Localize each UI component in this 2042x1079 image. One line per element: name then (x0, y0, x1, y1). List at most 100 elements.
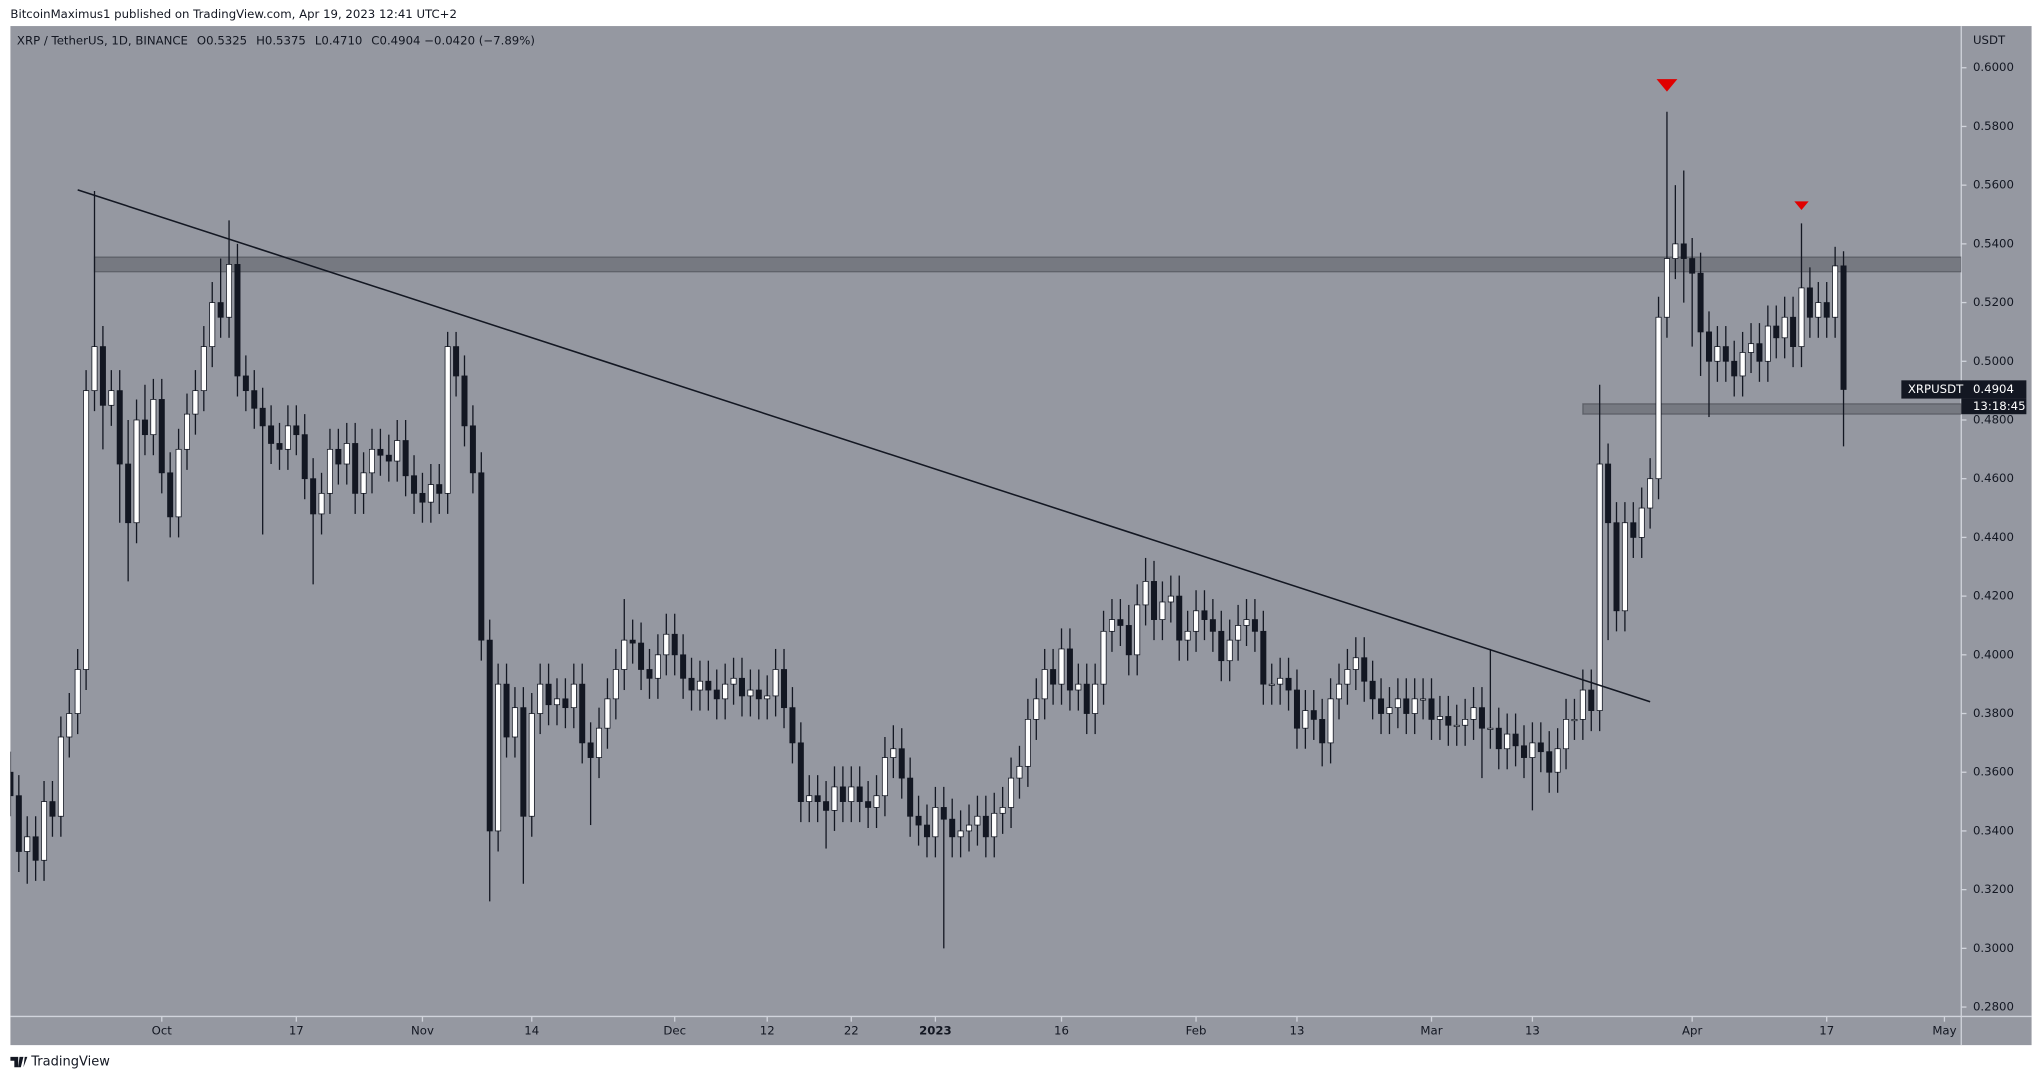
candle-body (1722, 346, 1729, 362)
candle-body (806, 795, 813, 802)
x-tick-label: Apr (1682, 1023, 1702, 1037)
candle-body (1100, 630, 1107, 685)
candle-body (1352, 657, 1359, 670)
candle-body (1512, 733, 1519, 747)
candle-body (1209, 619, 1216, 632)
candle-body (781, 669, 788, 709)
candle-body (1647, 478, 1654, 509)
candle-body (1378, 698, 1385, 714)
candle-body (1495, 727, 1502, 750)
candle-body (1243, 619, 1250, 626)
candle-body (1293, 689, 1300, 729)
candle-body (696, 680, 703, 691)
candle-body (200, 346, 207, 392)
y-tick-label: 0.4200 (1973, 589, 2014, 603)
y-tick-label: 0.5600 (1973, 178, 2014, 192)
candle-body (1840, 265, 1847, 390)
candle-body (839, 786, 846, 802)
candle-body (1184, 630, 1191, 641)
candle-body (1462, 719, 1469, 726)
candle-body (1108, 619, 1115, 632)
candle-body (999, 807, 1006, 814)
candle-body (1142, 581, 1149, 606)
y-tick-label: 0.3600 (1973, 765, 2014, 779)
quote-value: 0.4710 (321, 33, 362, 47)
candle-body (738, 677, 745, 697)
candle-body (259, 407, 266, 427)
candle-body (1605, 463, 1612, 524)
candle-body (764, 695, 771, 700)
last-price-box (1901, 380, 2027, 399)
candle-body (932, 807, 939, 838)
candle-body (848, 786, 855, 802)
candle-body (461, 375, 468, 427)
candle-body (15, 795, 22, 852)
candle-body (570, 683, 577, 709)
candle-body (167, 472, 174, 518)
candle-body (1268, 683, 1275, 686)
quote-key: C (371, 33, 379, 47)
candle-body (1058, 648, 1065, 685)
candle-body (57, 736, 64, 817)
candle-body (898, 748, 905, 779)
candle-body (91, 346, 98, 392)
candle-body (638, 642, 645, 670)
candle-body (1050, 669, 1057, 685)
candle-body (360, 472, 367, 494)
candle-body (1790, 316, 1797, 347)
candle-body (411, 475, 418, 494)
candle-body (268, 425, 275, 444)
footer-brand: TradingView (30, 1055, 110, 1070)
candle-body (1361, 657, 1368, 682)
quote-value: 0.4904 (379, 33, 420, 47)
candle-body (251, 390, 258, 409)
candle-body (1327, 698, 1334, 744)
candle-body (873, 795, 880, 808)
candle-body (242, 375, 249, 392)
candle-body (377, 448, 384, 456)
candle-body (276, 443, 283, 450)
candle-body (1386, 707, 1393, 714)
candle-body (1773, 325, 1780, 339)
candle-body (671, 633, 678, 656)
plot-area (10, 79, 1962, 949)
candle-body (1537, 742, 1544, 753)
candle-body (562, 698, 569, 709)
y-tick-label: 0.5200 (1973, 295, 2014, 309)
candle-body (537, 683, 544, 714)
zone (93, 256, 1962, 273)
x-tick-label: May (1932, 1023, 1956, 1037)
candle-body (713, 689, 720, 700)
candle-body (133, 419, 140, 524)
candle-body (486, 639, 493, 832)
candle-body (49, 801, 56, 817)
candle-body (444, 346, 451, 494)
candle-body (856, 786, 863, 802)
candle-body (99, 346, 106, 406)
candle-body (1092, 683, 1099, 714)
quote-value: 0.5375 (265, 33, 306, 47)
quote-key: H (256, 33, 265, 47)
candle-body (1218, 630, 1225, 662)
candle-body (1764, 325, 1771, 362)
candle-body (158, 399, 165, 474)
candle-body (1630, 522, 1637, 538)
candle-body (1310, 710, 1317, 720)
candle-body (352, 443, 359, 494)
quote-key: O (197, 33, 206, 47)
candle-body (1226, 639, 1233, 662)
candle-body (1596, 463, 1603, 711)
y-tick-label: 0.5800 (1973, 119, 2014, 133)
candle-body (83, 390, 90, 670)
overlay: XRPUSDT 0.4904 13:18:45 (1901, 380, 2027, 415)
candle-body (511, 707, 518, 738)
candle-body (1655, 316, 1662, 480)
candle-body (1731, 360, 1738, 377)
candle-body (24, 836, 31, 852)
candle-body (469, 425, 476, 474)
candle-body (1781, 316, 1788, 339)
candle-body (1621, 522, 1628, 612)
candle-body (293, 425, 300, 436)
candle-body (74, 669, 81, 714)
